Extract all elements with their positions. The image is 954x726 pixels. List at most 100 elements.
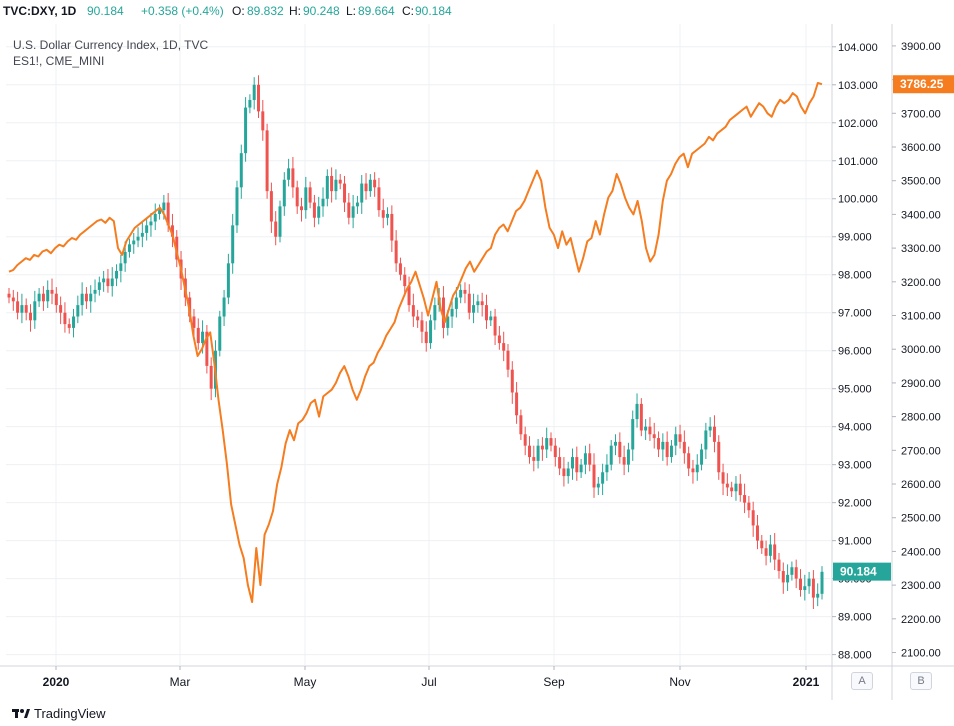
candle-body <box>312 202 316 218</box>
candle-body <box>652 434 656 439</box>
candle-body <box>20 305 24 313</box>
candle-body <box>338 179 342 184</box>
right-axis-label: 2600.00 <box>901 479 941 491</box>
left-axis-label: 103.000 <box>838 80 878 92</box>
candle-body <box>398 263 402 275</box>
candle-body <box>661 441 665 450</box>
candle-body <box>493 316 497 336</box>
right-axis-label: 3200.00 <box>901 277 941 289</box>
candle-body <box>820 571 824 594</box>
candle-body <box>540 445 544 450</box>
candle-body <box>459 289 463 298</box>
candle-body <box>519 415 523 435</box>
left-axis-label: 95.000 <box>838 384 872 396</box>
right-axis-label: 3400.00 <box>901 209 941 221</box>
candle-body <box>269 191 273 222</box>
candle-body <box>54 293 58 306</box>
candle-body <box>16 301 20 313</box>
candle-body <box>691 468 695 473</box>
left-axis-label: 96.000 <box>838 346 872 358</box>
candle-body <box>794 567 798 579</box>
candle-body <box>674 434 678 446</box>
candle-body <box>781 571 785 583</box>
overlay-series-title: ES1!, CME_MINI <box>13 54 105 68</box>
candle-body <box>777 559 781 572</box>
left-axis-label: 94.000 <box>838 422 872 434</box>
right-scale-button[interactable]: B <box>910 672 932 690</box>
right-axis-label: 2500.00 <box>901 513 941 525</box>
candle-body <box>222 297 226 317</box>
candle-body <box>205 331 209 366</box>
candle-body <box>480 301 484 306</box>
candle-body <box>201 331 205 344</box>
candle-body <box>394 240 398 264</box>
candle-body <box>467 293 471 313</box>
candle-body <box>644 426 648 431</box>
candle-body <box>626 449 630 465</box>
candle-body <box>721 472 725 484</box>
candle-body <box>364 183 368 192</box>
candle-body <box>93 289 97 294</box>
left-axis-label: 98.000 <box>838 270 872 282</box>
candle-body <box>566 468 570 477</box>
candle-body <box>278 206 282 237</box>
candle-body <box>614 441 618 446</box>
high-value: 90.248 <box>303 4 340 18</box>
left-scale-button[interactable]: A <box>851 672 873 690</box>
dxy-last-price-tag <box>833 562 891 581</box>
candle-body <box>162 202 166 211</box>
candle-body <box>209 365 213 389</box>
candle-body <box>84 293 88 302</box>
candle-body <box>360 183 364 203</box>
candle-body <box>218 316 222 351</box>
candle-body <box>416 316 420 321</box>
candle-body <box>635 403 639 420</box>
candle-body <box>127 244 131 252</box>
candle-body <box>532 457 536 461</box>
left-axis-label: 101.000 <box>838 156 878 168</box>
candle-body <box>300 206 304 211</box>
right-axis-label: 2700.00 <box>901 445 941 457</box>
price-chart[interactable]: 88.00089.00090.00091.00092.00093.00094.0… <box>0 0 954 700</box>
candle-body <box>381 210 385 218</box>
candle-body <box>308 187 312 203</box>
candle-body <box>115 270 119 279</box>
candle-body <box>665 441 669 458</box>
candle-body <box>549 438 553 446</box>
symbol-name[interactable]: TVC:DXY, 1D <box>3 4 77 18</box>
candle-body <box>256 84 260 112</box>
candle-body <box>355 202 359 207</box>
candle-body <box>497 335 501 344</box>
candle-body <box>158 210 162 214</box>
candle-body <box>97 282 101 290</box>
candle-body <box>798 578 802 591</box>
candle-body <box>37 293 41 302</box>
tradingview-brand[interactable]: TradingView <box>34 706 106 721</box>
candle-body <box>119 263 123 271</box>
candle-body <box>704 430 708 450</box>
candle-body <box>295 187 299 207</box>
low-value: 89.664 <box>358 4 395 18</box>
candle-body <box>738 483 742 496</box>
candle-body <box>700 449 704 465</box>
candle-body <box>558 457 562 469</box>
time-axis-label: Jul <box>421 675 436 689</box>
candle-body <box>89 293 93 302</box>
candle-body <box>648 426 652 435</box>
candle-body <box>386 213 390 218</box>
candle-body <box>747 502 751 511</box>
candle-body <box>527 445 531 458</box>
candle-body <box>562 468 566 477</box>
time-axis-label: Mar <box>170 675 191 689</box>
main-series-title: U.S. Dollar Currency Index, 1D, TVC <box>13 38 209 52</box>
open-value: 89.832 <box>247 4 284 18</box>
candle-body <box>373 179 377 188</box>
candle-body <box>678 434 682 442</box>
candle-body <box>583 453 587 465</box>
candle-body <box>476 301 480 306</box>
candle-body <box>136 236 140 241</box>
candle-body <box>41 293 45 302</box>
candle-body <box>291 168 295 188</box>
candle-body <box>282 179 286 207</box>
candle-body <box>592 464 596 488</box>
